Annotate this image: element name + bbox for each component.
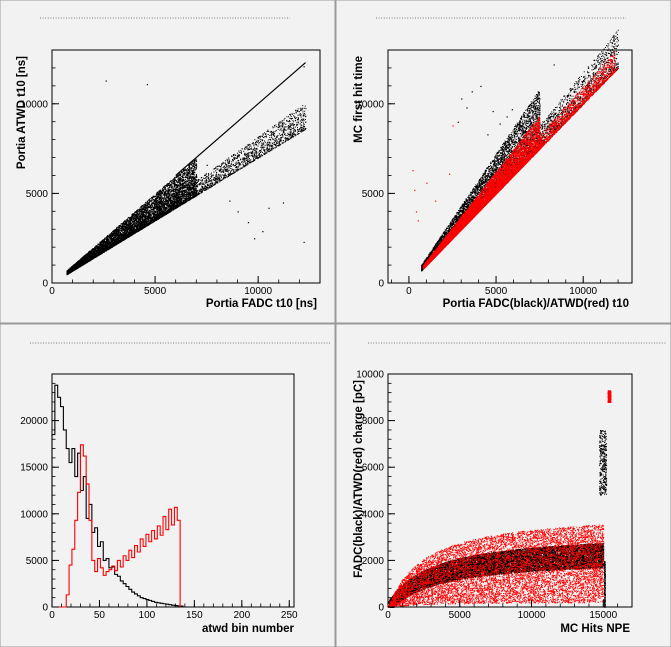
y-tick-label-3-4: 20000: [20, 416, 48, 427]
y-tick-label-1-0: 0: [42, 279, 48, 290]
x-tick-label-2-1: 5000: [485, 286, 508, 297]
x-axis-label-4: MC Hits NPE: [560, 623, 630, 635]
x-tick-label-1-2: 10000: [244, 286, 272, 297]
histogram-canvas: 0 5000 100000500010000 Portia FADC t10 [ns…: [0, 0, 671, 647]
x-axis-label-1: Portia FADC t10 [ns]: [206, 298, 317, 310]
y-tick-label-2-1: 5000: [362, 189, 385, 200]
x-tick-label-3-5: 250: [281, 610, 298, 621]
x-tick-label-1-0: 0: [49, 286, 55, 297]
x-tick-label-3-0: 0: [49, 610, 55, 621]
y-axis-label-4: FADC(black)/ATWD(red) charge [pC]: [353, 380, 365, 578]
y-tick-label-1-1: 5000: [26, 189, 49, 200]
x-tick-label-3-4: 200: [233, 610, 250, 621]
x-tick-label-2-2: 10000: [569, 286, 597, 297]
y-tick-label-4-5: 10000: [356, 370, 384, 381]
y-tick-label-3-1: 5000: [26, 556, 49, 567]
y-tick-label-4-4: 8000: [362, 416, 385, 427]
x-tick-label-3-3: 150: [186, 610, 203, 621]
x-tick-label-2-0: 0: [406, 286, 412, 297]
y-tick-label-3-0: 0: [42, 603, 48, 614]
y-tick-label-3-3: 15000: [20, 463, 48, 474]
y-axis-label-1: Portia ATWD t10 [ns]: [16, 56, 28, 169]
x-tick-label-4-2: 10000: [518, 610, 546, 621]
pad-charge-vs-npe: 0 5000 10000 15000 0 2000 4000 6000 8000 10000 MC…: [336, 324, 671, 647]
pad-atwd-bin-histogram: 0 50 100 150 200 250 0 5000 10000 15000 20000 atwd…: [0, 324, 335, 647]
y-tick-label-4-0: 0: [378, 603, 384, 614]
x-axis-label-3: atwd bin number: [202, 623, 295, 635]
y-tick-label-3-2: 10000: [20, 509, 48, 520]
y-tick-label-2-0: 0: [378, 279, 384, 290]
x-tick-label-4-1: 5000: [449, 610, 472, 621]
y-axis-label-2: MC first hit time: [353, 56, 365, 143]
x-tick-label-3-2: 100: [139, 610, 156, 621]
y-tick-label-4-2: 4000: [362, 509, 385, 520]
x-tick-label-1-1: 5000: [144, 286, 167, 297]
x-tick-label-4-3: 15000: [589, 610, 617, 621]
y-tick-label-4-3: 6000: [362, 463, 385, 474]
y-tick-label-4-1: 2000: [362, 556, 385, 567]
x-axis-label-2: Portia FADC(black)/ATWD(red) t10: [443, 298, 629, 310]
x-tick-label-4-0: 0: [385, 610, 391, 621]
x-tick-label-3-1: 50: [94, 610, 106, 621]
